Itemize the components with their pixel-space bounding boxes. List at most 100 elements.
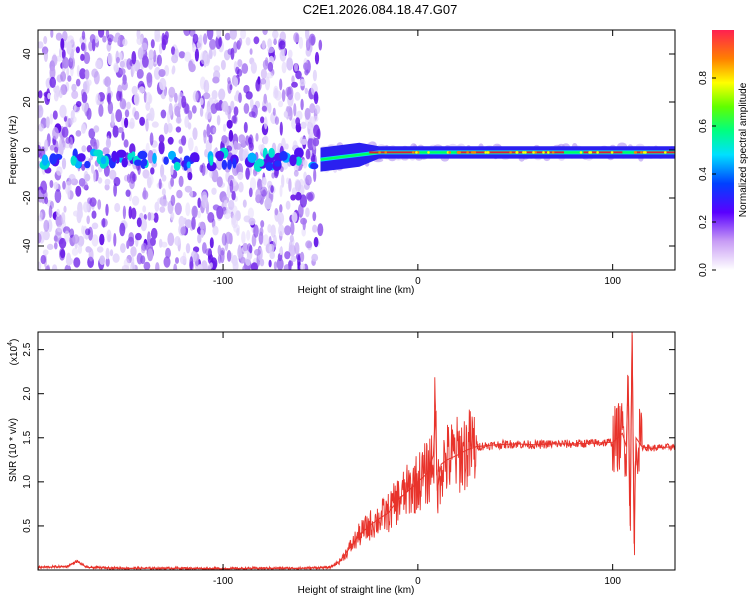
y-tick-label: 2.0 — [22, 386, 33, 400]
noise-blob — [75, 185, 82, 197]
noise-blob — [285, 143, 289, 150]
noise-blob — [161, 38, 166, 51]
noise-blob — [184, 51, 192, 62]
colorbar: 0.0 0.2 0.4 0.6 0.8 Normalized spectral ampl… — [698, 30, 749, 277]
noise-blob — [112, 125, 119, 138]
noise-blob — [85, 228, 91, 236]
colorbar-tick-label: 0.6 — [698, 119, 709, 133]
zero-band-blob — [295, 156, 302, 166]
snr-panel: -100 0 100 0.5 1.0 1.5 2.0 2.5 Height of straig… — [7, 331, 676, 596]
y-tick-label: 2.5 — [22, 342, 33, 356]
noise-blob — [86, 79, 92, 87]
noise-blob — [104, 183, 110, 191]
noise-blob — [49, 76, 56, 88]
noise-blob — [134, 110, 140, 120]
noise-blob — [38, 90, 43, 99]
noise-blob — [267, 46, 275, 54]
noise-blob — [38, 144, 42, 158]
noise-blob — [240, 30, 247, 40]
noise-blob — [197, 197, 201, 209]
noise-blob — [227, 80, 232, 94]
noise-blob — [245, 37, 251, 46]
noise-blob — [62, 180, 66, 190]
noise-blob — [230, 47, 235, 60]
colorbar-tick-label: 0.0 — [698, 263, 709, 277]
noise-blob — [264, 197, 272, 210]
noise-blob — [226, 119, 233, 129]
noise-blob — [60, 212, 66, 225]
noise-blob — [54, 242, 58, 250]
noise-blob — [307, 122, 312, 129]
noise-blob — [249, 98, 254, 109]
noise-blob — [165, 247, 171, 259]
noise-blob — [158, 43, 163, 55]
noise-blob — [71, 83, 77, 92]
noise-blob — [44, 139, 49, 152]
noise-blob — [294, 62, 298, 72]
noise-blob — [243, 121, 248, 134]
noise-blob — [85, 246, 91, 253]
noise-blob — [188, 63, 196, 73]
noise-blob — [248, 142, 254, 152]
noise-blob — [248, 187, 253, 198]
noise-blob — [253, 224, 259, 238]
noise-blob — [121, 131, 125, 141]
noise-blob — [278, 100, 284, 108]
ridge-band-outer — [320, 142, 675, 172]
zero-band-blob — [274, 160, 282, 167]
noise-blob — [308, 132, 314, 139]
noise-blob — [40, 180, 48, 194]
noise-blob — [312, 69, 317, 82]
noise-blob — [316, 129, 321, 140]
zero-band-blob — [116, 149, 127, 158]
noise-blob — [263, 93, 268, 105]
noise-blob — [174, 105, 181, 117]
noise-blob — [48, 205, 53, 219]
noise-blob — [220, 59, 226, 71]
noise-blob — [151, 121, 159, 128]
noise-blob — [192, 90, 199, 103]
zero-band-blob — [70, 155, 77, 166]
noise-blob — [163, 256, 171, 268]
noise-blob — [261, 177, 266, 188]
noise-blob — [297, 254, 301, 269]
noise-blob — [183, 30, 191, 37]
noise-blob — [253, 36, 260, 45]
noise-blob — [42, 230, 50, 241]
noise-blob — [260, 220, 265, 228]
noise-blob — [138, 86, 145, 94]
noise-blob — [60, 71, 67, 82]
noise-blob — [288, 259, 292, 270]
spectrogram-y-label: Frequency (Hz) — [8, 116, 19, 185]
noise-blob — [279, 78, 283, 91]
noise-blob — [301, 227, 307, 237]
noise-blob — [142, 190, 149, 200]
noise-blob — [98, 30, 105, 38]
noise-blob — [175, 126, 182, 133]
noise-blob — [55, 32, 63, 41]
noise-blob — [203, 79, 210, 94]
ridge-peak — [415, 151, 418, 154]
noise-blob — [161, 174, 167, 182]
noise-blob — [122, 38, 128, 47]
noise-blob — [72, 234, 80, 244]
noise-blob — [290, 255, 297, 262]
snr-line — [38, 334, 675, 570]
ridge-peak — [522, 151, 525, 154]
ridge-peak — [378, 151, 381, 154]
noise-blob — [40, 254, 47, 265]
noise-blob — [293, 103, 297, 117]
noise-blob — [294, 242, 300, 255]
noise-blob — [158, 69, 166, 77]
noise-blob — [257, 76, 261, 85]
noise-blob — [91, 210, 97, 219]
noise-blob — [262, 30, 268, 36]
noise-blob — [67, 185, 71, 200]
noise-blob — [176, 189, 183, 199]
noise-blob — [178, 175, 184, 188]
noise-blob — [38, 123, 44, 132]
noise-blob — [97, 177, 103, 184]
noise-blob — [125, 189, 131, 197]
noise-blob — [267, 102, 272, 114]
noise-blob — [192, 33, 199, 44]
